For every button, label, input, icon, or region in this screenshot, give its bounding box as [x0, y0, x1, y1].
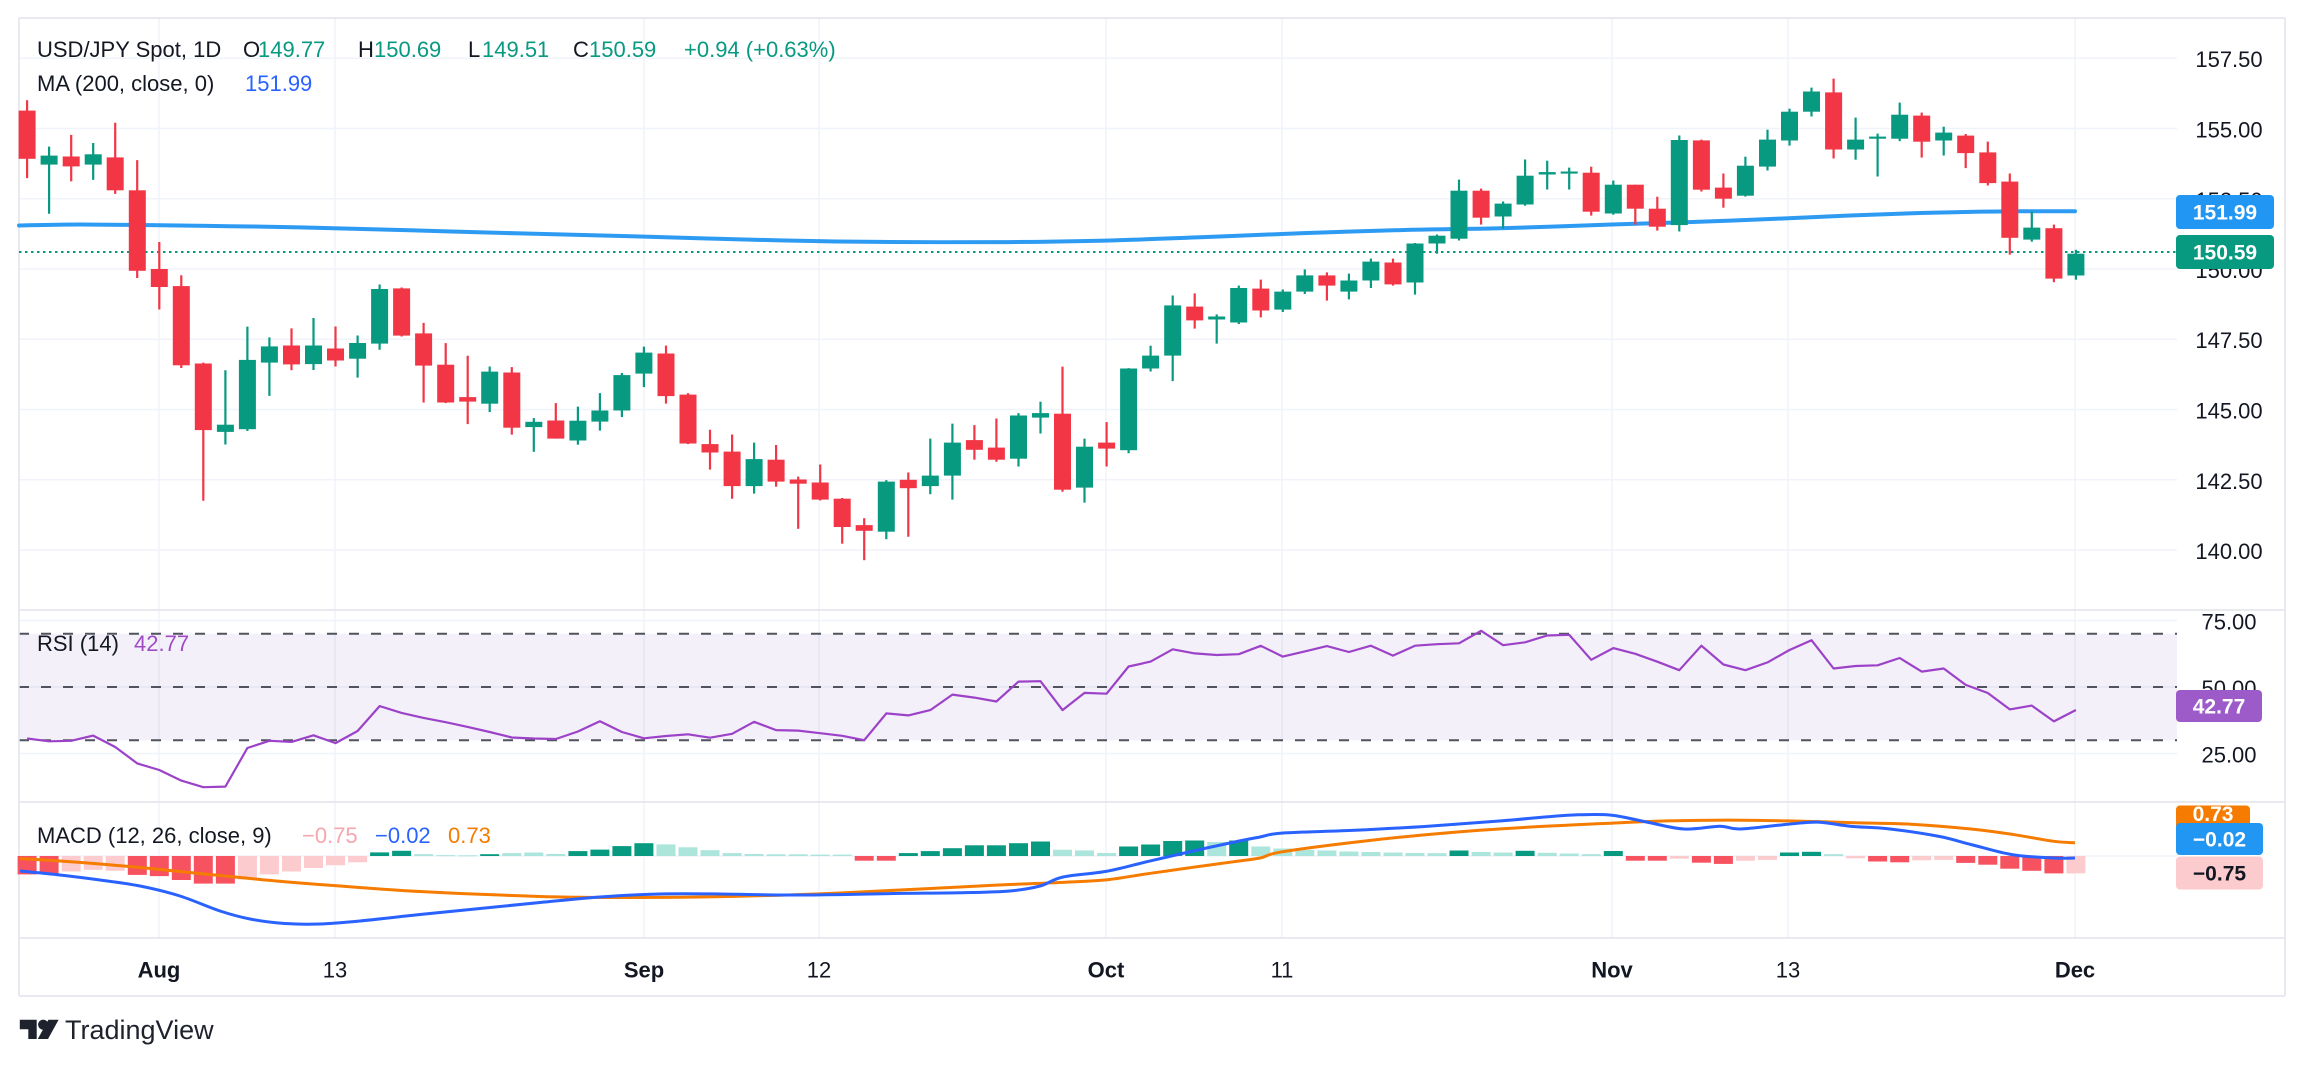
svg-text:42.77: 42.77 — [134, 631, 189, 656]
svg-text:0.73: 0.73 — [2193, 803, 2234, 826]
svg-text:140.00: 140.00 — [2195, 539, 2262, 564]
svg-text:11: 11 — [1271, 958, 1294, 983]
svg-text:Sep: Sep — [624, 958, 664, 983]
svg-text:13: 13 — [323, 958, 347, 983]
svg-text:Dec: Dec — [2055, 958, 2095, 983]
svg-text:151.99: 151.99 — [245, 71, 312, 96]
svg-text:42.77: 42.77 — [2193, 695, 2246, 718]
svg-text:147.50: 147.50 — [2195, 328, 2262, 353]
svg-text:C: C — [573, 37, 589, 62]
svg-text:−0.75: −0.75 — [2193, 862, 2246, 885]
svg-text:75.00: 75.00 — [2201, 610, 2256, 635]
svg-text:12: 12 — [807, 958, 831, 983]
svg-text:149.77: 149.77 — [258, 37, 325, 62]
svg-text:MACD (12, 26, close, 9): MACD (12, 26, close, 9) — [37, 823, 272, 848]
svg-text:Nov: Nov — [1591, 958, 1633, 983]
svg-text:−0.75: −0.75 — [302, 823, 358, 848]
svg-text:13: 13 — [1776, 958, 1800, 983]
svg-text:Oct: Oct — [1088, 958, 1125, 983]
svg-text:L: L — [468, 37, 480, 62]
svg-text:145.00: 145.00 — [2195, 399, 2262, 424]
svg-text:RSI (14): RSI (14) — [37, 631, 119, 656]
svg-text:151.99: 151.99 — [2193, 201, 2257, 224]
svg-text:149.51: 149.51 — [482, 37, 549, 62]
svg-text:−0.02: −0.02 — [2193, 828, 2246, 851]
svg-text:H: H — [358, 37, 374, 62]
svg-text:+0.94 (+0.63%): +0.94 (+0.63%) — [684, 37, 836, 62]
svg-text:25.00: 25.00 — [2201, 743, 2256, 768]
svg-text:150.69: 150.69 — [374, 37, 441, 62]
svg-text:155.00: 155.00 — [2195, 118, 2262, 143]
svg-text:150.59: 150.59 — [589, 37, 656, 62]
svg-text:Aug: Aug — [138, 958, 181, 983]
svg-text:O: O — [243, 37, 260, 62]
svg-text:0.73: 0.73 — [448, 823, 491, 848]
svg-text:MA (200, close, 0): MA (200, close, 0) — [37, 71, 214, 96]
svg-text:157.50: 157.50 — [2195, 47, 2262, 72]
svg-text:−0.02: −0.02 — [375, 823, 431, 848]
svg-text:USD/JPY Spot, 1D: USD/JPY Spot, 1D — [37, 37, 221, 62]
svg-text:150.59: 150.59 — [2193, 241, 2257, 264]
svg-text:142.50: 142.50 — [2195, 469, 2262, 494]
svg-text:TradingView: TradingView — [65, 1015, 214, 1045]
